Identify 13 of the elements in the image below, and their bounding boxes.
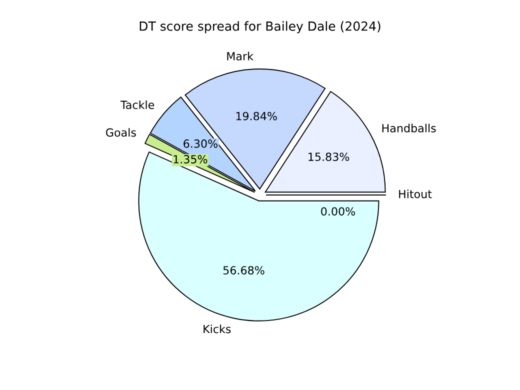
chart-title: DT score spread for Bailey Dale (2024) [140, 21, 380, 34]
slice-label: Mark [227, 52, 254, 60]
data-label: 19.84% [236, 112, 277, 120]
data-label: 1.35% [174, 155, 208, 164]
slice-label: Kicks [204, 324, 231, 334]
data-label: 56.68% [223, 266, 264, 275]
slice-label: Tackle [120, 100, 154, 110]
data-label: 15.83% [308, 152, 350, 162]
data-label: 6.30% [184, 139, 218, 148]
slice-label: Handballs [382, 124, 436, 132]
slice-label: Goals [106, 128, 136, 137]
text: 0.00% [321, 207, 356, 216]
category-label: Hitout [399, 190, 432, 198]
